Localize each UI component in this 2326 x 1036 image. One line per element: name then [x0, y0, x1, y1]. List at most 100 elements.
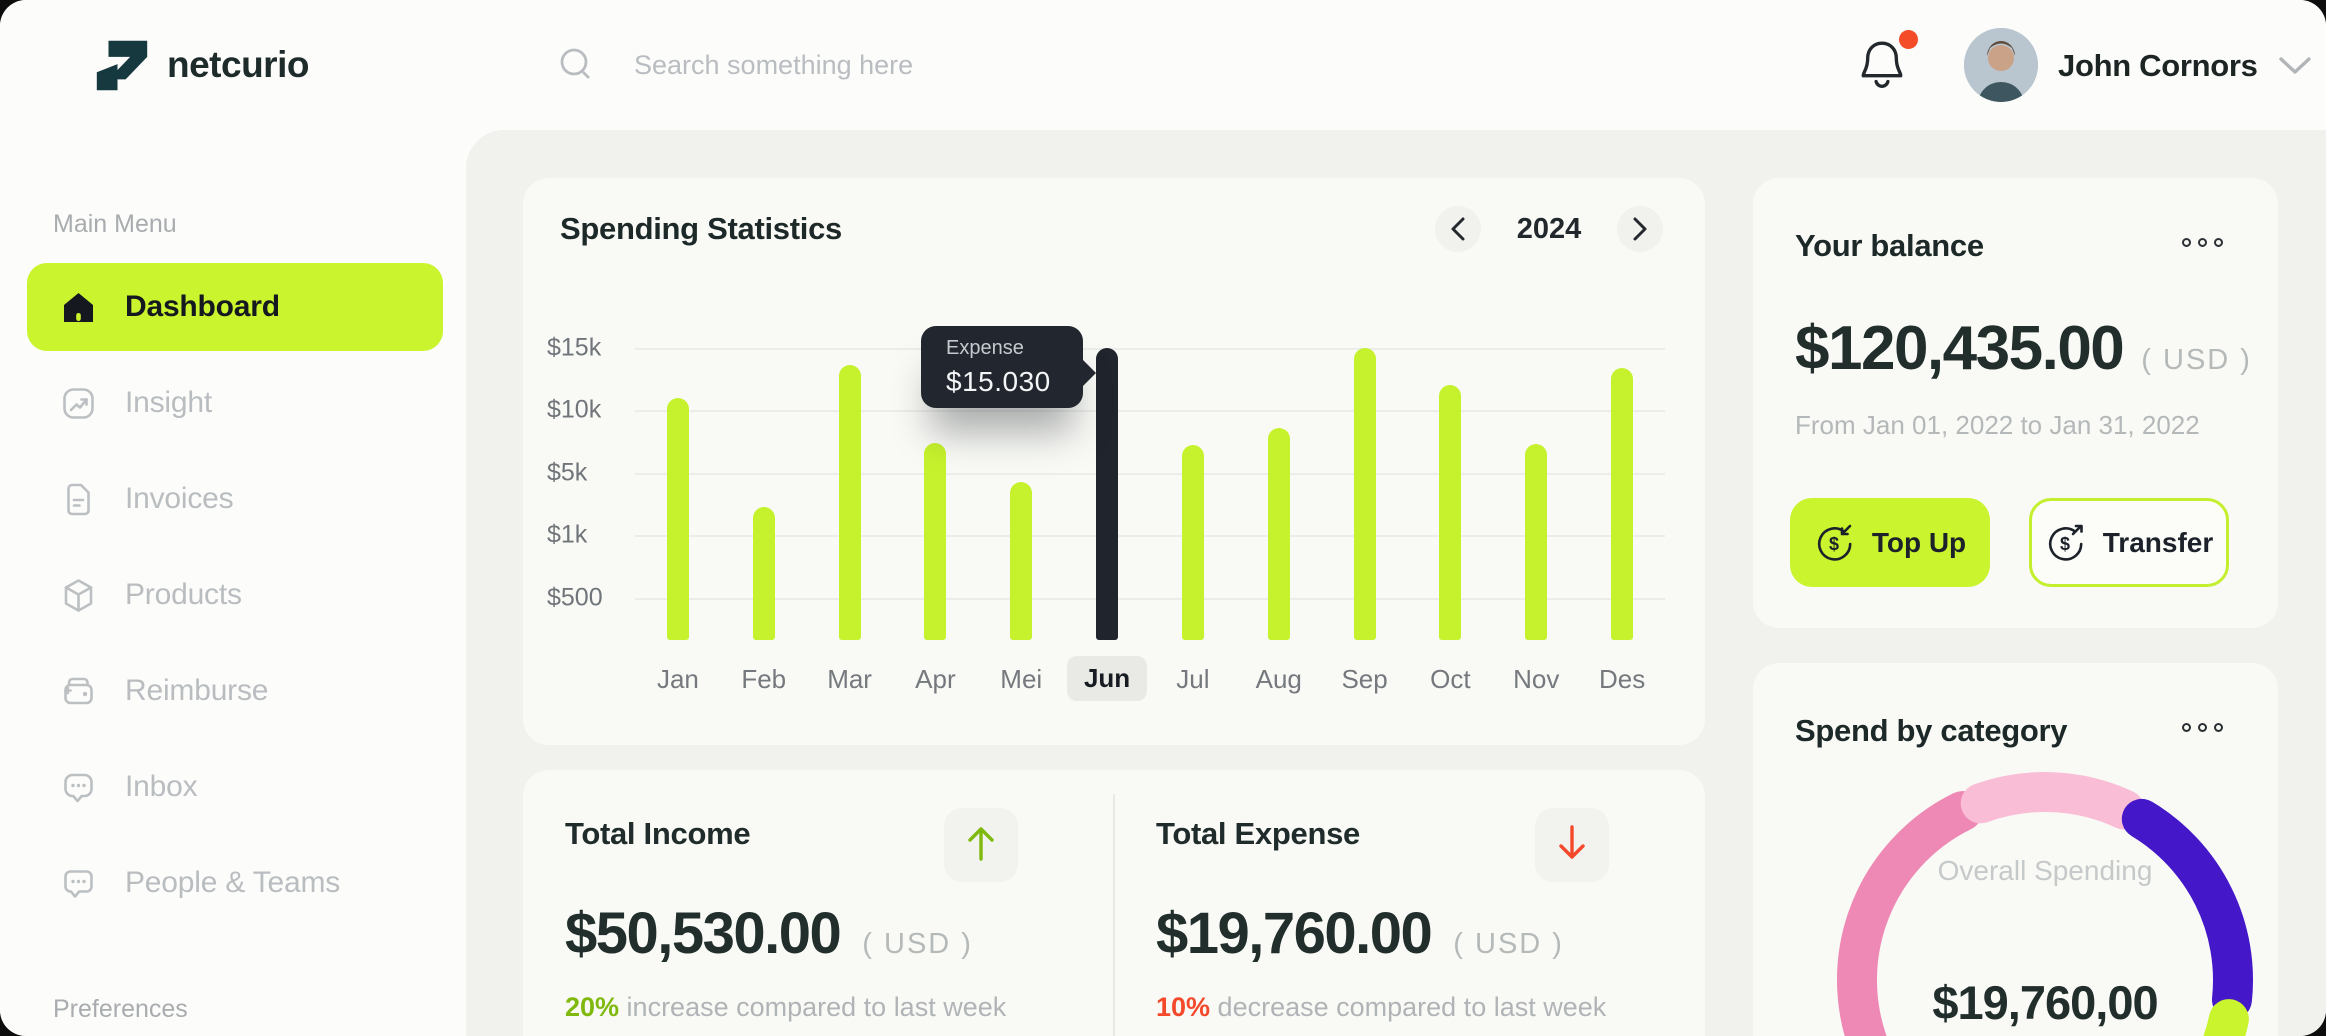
brand-name: netcurio	[167, 44, 309, 85]
chevron-down-icon[interactable]	[2278, 56, 2312, 81]
chart-bar-jul[interactable]	[1181, 445, 1204, 640]
gridline	[635, 348, 1665, 350]
selected-month-pill: Jun	[1066, 656, 1148, 701]
sidebar-item-products[interactable]: Products	[27, 551, 443, 639]
top-up-label: Top Up	[1871, 526, 1967, 558]
y-axis-tick-label: $5k	[547, 458, 588, 487]
sidebar: Main Menu Dashboard Insight Invoices Produc…	[0, 130, 466, 1036]
chart-bar-des[interactable]	[1611, 367, 1634, 640]
chart-bar-mei[interactable]	[1010, 482, 1033, 640]
y-axis-tick-label: $500	[547, 583, 603, 612]
tooltip-label: Expense	[946, 337, 1024, 359]
notifications-button[interactable]	[1856, 30, 1918, 96]
gridline	[635, 598, 1665, 600]
total-expense-title: Total Expense	[1156, 816, 1360, 851]
gridline	[635, 473, 1665, 475]
balance-more-button[interactable]	[2182, 238, 2223, 247]
balance-currency: ( USD )	[2141, 344, 2252, 376]
chart-bar-apr[interactable]	[924, 442, 947, 640]
sidebar-menu: Dashboard Insight Invoices Products Reimburs…	[27, 263, 443, 935]
totals-card: Total Income $50,530.00 ( USD ) 20% incr…	[523, 770, 1705, 1036]
x-axis-label-des: Des	[1598, 664, 1646, 694]
previous-year-button[interactable]	[1435, 206, 1481, 252]
chart-tooltip: Expense $15.030	[921, 326, 1096, 408]
chart-bar-nov[interactable]	[1525, 444, 1548, 640]
y-axis-tick-label: $15k	[547, 333, 602, 362]
avatar[interactable]	[1964, 28, 2038, 102]
sidebar-item-label: Invoices	[125, 482, 234, 515]
sidebar-item-dashboard[interactable]: Dashboard	[27, 263, 443, 351]
transfer-button[interactable]: $ Transfer	[2029, 498, 2229, 587]
reimburse-icon	[60, 673, 97, 710]
svg-text:$: $	[2060, 534, 2070, 554]
y-axis-tick-label: $1k	[547, 520, 588, 549]
total-income-amount: $50,530.00	[565, 901, 842, 966]
year-navigator: 2024	[1435, 206, 1663, 252]
transfer-icon: $	[2045, 522, 2087, 564]
svg-text:$: $	[1829, 534, 1839, 554]
chart-bar-aug[interactable]	[1267, 427, 1290, 640]
tooltip-value: $15.030	[946, 366, 1051, 397]
chart-bar-mar[interactable]	[838, 365, 861, 640]
user-name[interactable]: John Cornors	[2058, 48, 2258, 83]
search-bar[interactable]	[556, 36, 1256, 94]
x-axis-label-nov: Nov	[1513, 664, 1560, 694]
income-note: 20% increase compared to last week	[565, 992, 1006, 1023]
category-more-button[interactable]	[2182, 723, 2223, 732]
donut-chart	[1837, 772, 2253, 1036]
total-expense-panel: Total Expense $19,760.00 ( USD ) 10% dec…	[1114, 770, 1705, 1036]
top-up-button[interactable]: $ Top Up	[1790, 498, 1990, 587]
total-expense-amount: $19,760.00	[1156, 901, 1433, 966]
chart-bar-oct[interactable]	[1439, 385, 1462, 640]
year-label: 2024	[1516, 212, 1582, 245]
main-content: Spending Statistics 2024 Expense $15.030…	[466, 130, 2326, 1036]
x-axis-label-sep: Sep	[1341, 664, 1388, 694]
expense-note: 10% decrease compared to last week	[1156, 992, 1606, 1023]
sidebar-item-insight[interactable]: Insight	[27, 359, 443, 447]
balance-period: From Jan 01, 2022 to Jan 31, 2022	[1795, 410, 2200, 440]
sidebar-item-label: Insight	[125, 386, 212, 419]
sidebar-item-inbox[interactable]: Inbox	[27, 743, 443, 831]
chart-bar-jan[interactable]	[666, 397, 689, 640]
chart-bar-jun[interactable]	[1096, 347, 1119, 640]
x-axis-label-mar: Mar	[827, 664, 872, 694]
donut-center-value: $19,760,00	[1932, 976, 2158, 1029]
people-icon	[60, 865, 97, 902]
your-balance-card: Your balance $120,435.00 ( USD ) From Ja…	[1753, 178, 2278, 628]
search-input[interactable]	[632, 48, 1192, 82]
invoices-icon	[60, 481, 97, 518]
total-expense-currency: ( USD )	[1453, 928, 1564, 960]
search-icon	[556, 44, 598, 86]
sidebar-item-label: Dashboard	[125, 290, 280, 323]
x-axis-label-jun: Jun	[1064, 656, 1150, 701]
x-axis-label-feb: Feb	[741, 664, 787, 694]
expense-note-text: decrease compared to last week	[1210, 992, 1607, 1022]
brand-logo: netcurio	[95, 38, 309, 92]
total-income-title: Total Income	[565, 816, 751, 851]
chart-bar-feb[interactable]	[752, 507, 775, 640]
donut-center-label: Overall Spending	[1937, 855, 2153, 886]
sidebar-section-main: Main Menu	[53, 210, 177, 238]
arrow-up-icon	[963, 823, 999, 868]
donut-segment-category-a[interactable]	[1837, 791, 1983, 1036]
sidebar-item-reimburse[interactable]: Reimburse	[27, 647, 443, 735]
donut-segment-category-b[interactable]	[1960, 772, 2145, 830]
transfer-label: Transfer	[2102, 526, 2214, 558]
x-axis-label-jul: Jul	[1176, 664, 1210, 694]
gridline	[635, 410, 1665, 412]
arrow-down-icon	[1554, 823, 1590, 868]
chart-bar-sep[interactable]	[1353, 348, 1376, 640]
balance-amount: $120,435.00	[1795, 314, 2125, 383]
donut-segment-category-c[interactable]	[2121, 798, 2253, 1020]
next-year-button[interactable]	[1617, 206, 1663, 252]
spending-statistics-card: Spending Statistics 2024 Expense $15.030…	[523, 178, 1705, 745]
notification-badge-dot	[1899, 30, 1918, 49]
sidebar-item-label: People & Teams	[125, 866, 341, 899]
sidebar-item-invoices[interactable]: Invoices	[27, 455, 443, 543]
expense-trend-tile	[1535, 808, 1609, 882]
income-highlight: 20%	[565, 992, 620, 1022]
topbar: netcurio John Corno	[0, 0, 2326, 130]
x-axis-label-mei: Mei	[1000, 664, 1043, 694]
sidebar-item-people-teams[interactable]: People & Teams	[27, 839, 443, 927]
